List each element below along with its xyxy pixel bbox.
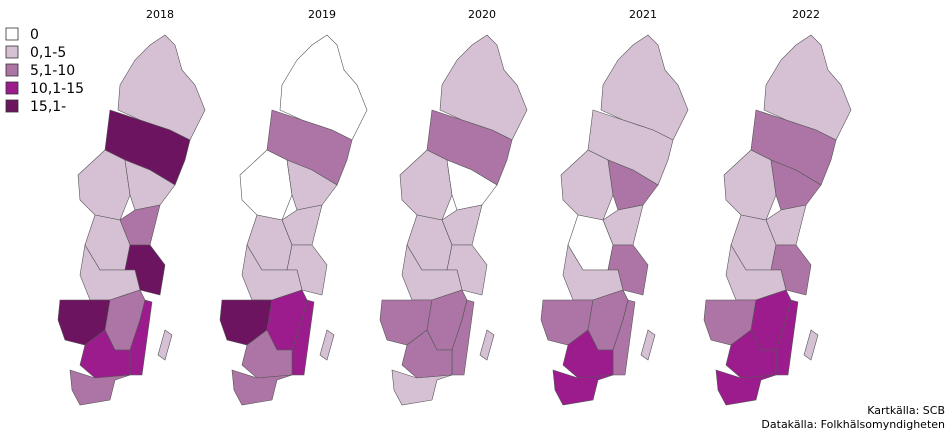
region — [391, 369, 453, 406]
region — [241, 329, 293, 379]
legend-label: 15,1- — [30, 99, 66, 115]
map-title: 2019 — [308, 8, 336, 21]
region — [562, 329, 614, 379]
map-title: 2022 — [792, 8, 820, 21]
region — [231, 369, 293, 406]
legend-label: 0,1-5 — [30, 45, 66, 61]
region — [479, 329, 495, 361]
legend-label: 0 — [30, 27, 39, 43]
legend-swatch — [5, 45, 19, 59]
legend-swatch — [5, 99, 19, 113]
region — [69, 369, 131, 406]
legend-label: 10,1-15 — [30, 81, 84, 97]
region — [640, 329, 656, 361]
source: Kartkälla: SCB — [867, 404, 945, 417]
legend-swatch — [5, 63, 19, 77]
map-title: 2020 — [468, 8, 496, 21]
region — [399, 149, 453, 221]
region — [79, 329, 131, 379]
region — [552, 369, 614, 406]
legend-swatch — [5, 81, 19, 95]
region — [239, 149, 293, 221]
region — [401, 329, 453, 379]
legend-label: 5,1-10 — [30, 63, 75, 79]
map-title: 2021 — [629, 8, 657, 21]
source: Datakälla: Folkhälsomyndigheten — [761, 418, 945, 431]
region — [77, 149, 131, 221]
region — [725, 329, 777, 379]
region — [560, 149, 614, 221]
region — [723, 149, 777, 221]
legend-swatch — [5, 27, 19, 41]
region — [319, 329, 335, 361]
region — [157, 329, 173, 361]
region — [715, 369, 777, 406]
region — [803, 329, 819, 361]
map-title: 2018 — [146, 8, 174, 21]
